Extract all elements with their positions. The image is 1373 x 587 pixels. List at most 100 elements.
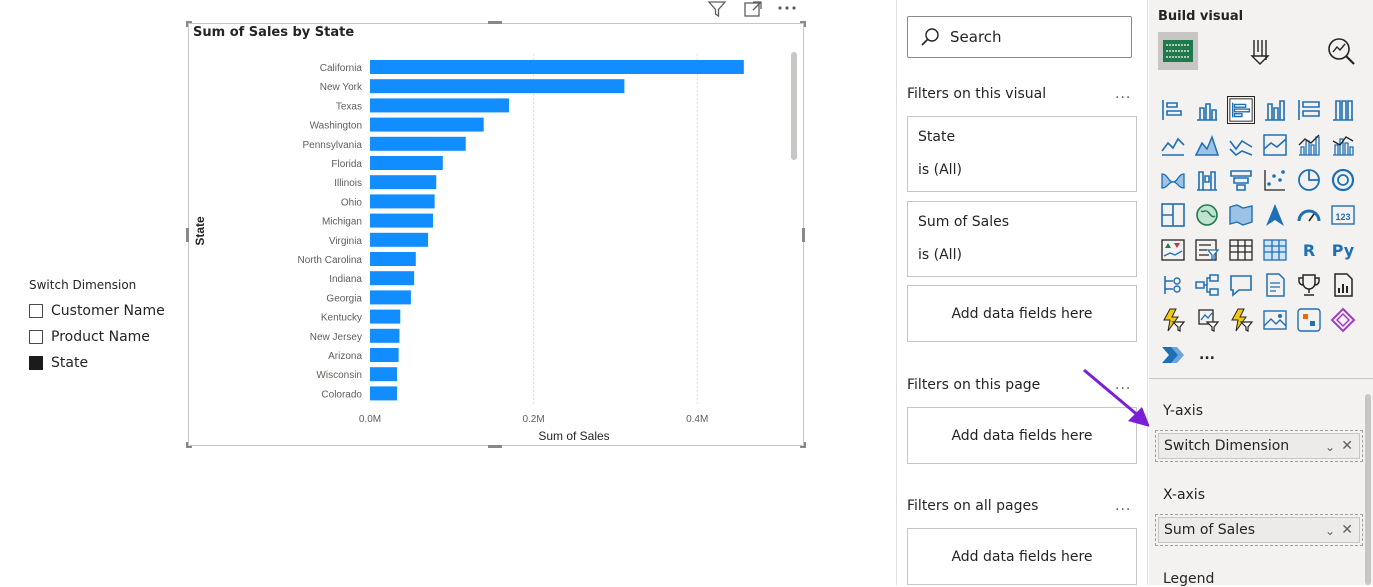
more-visuals-icon[interactable]: ... xyxy=(1199,347,1215,363)
flow-icon[interactable] xyxy=(1227,306,1255,334)
build-visual-tab[interactable] xyxy=(1158,32,1198,70)
filters-on-page-title: Filters on this page xyxy=(907,377,1041,393)
slicer-checkbox[interactable] xyxy=(29,304,43,318)
y-axis-field-pill[interactable]: Switch Dimension ⌄ ✕ xyxy=(1158,433,1360,459)
remove-field-icon[interactable]: ✕ xyxy=(1341,438,1353,454)
arrow-annotation xyxy=(1083,368,1150,427)
table-icon[interactable] xyxy=(1227,236,1255,264)
100-bar-chart-icon[interactable] xyxy=(1295,96,1323,124)
filter-card-sum-of-sales[interactable]: Sum of Sales is (All) xyxy=(907,201,1137,277)
add-data-fields-visual[interactable]: Add data fields here xyxy=(907,285,1137,342)
power-automate-icon[interactable] xyxy=(1159,306,1187,334)
power-apps-icon[interactable] xyxy=(1193,306,1221,334)
resize-handle[interactable] xyxy=(186,21,192,23)
paginated-report-icon[interactable] xyxy=(1329,271,1357,299)
add-data-fields-page[interactable]: Add data fields here xyxy=(907,407,1137,464)
filter-card-state[interactable]: State is (All) xyxy=(907,116,1137,192)
filter-name: State xyxy=(918,129,956,145)
card-icon[interactable]: 123 xyxy=(1329,201,1357,229)
qa-icon[interactable] xyxy=(1227,271,1255,299)
category-label: Texas xyxy=(336,101,362,112)
resize-handle[interactable] xyxy=(802,228,805,242)
analytics-tab[interactable] xyxy=(1322,32,1362,70)
key-influencers-icon[interactable] xyxy=(1159,271,1187,299)
gauge-icon[interactable] xyxy=(1295,201,1323,229)
filter-name: Sum of Sales xyxy=(918,214,1010,230)
y-axis-field-name: Switch Dimension xyxy=(1164,438,1290,454)
remove-field-icon[interactable]: ✕ xyxy=(1341,522,1353,538)
chevron-down-icon[interactable]: ⌄ xyxy=(1324,524,1335,538)
clustered-column-chart-icon[interactable] xyxy=(1261,96,1289,124)
slicer-checkbox[interactable] xyxy=(29,330,43,344)
build-visual-icon xyxy=(1163,40,1193,62)
chart-scrollbar[interactable] xyxy=(791,52,797,160)
image-icon[interactable] xyxy=(1261,306,1289,334)
decomposition-tree-icon[interactable] xyxy=(1193,271,1221,299)
100-area-chart-icon[interactable] xyxy=(1261,131,1289,159)
viz-pane-scrollbar[interactable] xyxy=(1365,394,1371,585)
matrix-icon[interactable] xyxy=(1261,236,1289,264)
area-chart-icon[interactable] xyxy=(1193,131,1221,159)
resize-handle[interactable] xyxy=(804,442,806,448)
line-chart-icon[interactable] xyxy=(1159,131,1187,159)
filled-map-icon[interactable] xyxy=(1227,201,1255,229)
bar-chart-visual[interactable]: California New York Texas Washington Pennsyl… xyxy=(188,23,804,446)
100-column-chart-icon[interactable] xyxy=(1329,96,1357,124)
slicer-item[interactable]: Product Name xyxy=(29,324,179,350)
goals-icon[interactable] xyxy=(1295,271,1323,299)
donut-chart-icon[interactable] xyxy=(1329,166,1357,194)
filter-icon[interactable] xyxy=(706,0,728,18)
resize-handle[interactable] xyxy=(186,442,188,448)
get-more-visuals-icon[interactable] xyxy=(1159,341,1187,369)
switch-dimension-slicer: Switch Dimension Customer Name Product Na… xyxy=(29,278,179,376)
scatter-chart-icon[interactable] xyxy=(1261,166,1289,194)
resize-handle[interactable] xyxy=(800,21,806,23)
waterfall-chart-icon[interactable] xyxy=(1193,166,1221,194)
line-clustered-column-icon[interactable] xyxy=(1329,131,1357,159)
add-data-fields-all-pages[interactable]: Add data fields here xyxy=(907,528,1137,585)
line-column-chart-icon[interactable] xyxy=(1295,131,1323,159)
more-options-icon[interactable] xyxy=(776,0,798,18)
python-visual-icon[interactable]: Py xyxy=(1331,240,1355,260)
slicer-icon[interactable] xyxy=(1193,236,1221,264)
resize-handle[interactable] xyxy=(488,445,502,448)
resize-handle[interactable] xyxy=(186,21,188,27)
resize-handle[interactable] xyxy=(186,446,192,448)
slicer-item[interactable]: Customer Name xyxy=(29,298,179,324)
resize-handle[interactable] xyxy=(488,21,502,24)
x-axis-label: X-axis xyxy=(1163,487,1205,503)
more-options-icon[interactable]: ... xyxy=(1115,498,1132,514)
x-axis-well[interactable]: Sum of Sales ⌄ ✕ xyxy=(1155,514,1363,546)
more-options-icon[interactable]: ... xyxy=(1115,377,1132,393)
analytics-magnifier-icon xyxy=(1328,38,1355,65)
chevron-down-icon[interactable]: ⌄ xyxy=(1324,440,1335,454)
y-axis-well[interactable]: Switch Dimension ⌄ ✕ xyxy=(1155,430,1363,462)
smart-narrative-icon[interactable] xyxy=(1261,271,1289,299)
pie-chart-icon[interactable] xyxy=(1295,166,1323,194)
focus-mode-icon[interactable] xyxy=(742,0,764,18)
azure-map-icon[interactable] xyxy=(1261,201,1289,229)
bar xyxy=(370,98,510,113)
resize-handle[interactable] xyxy=(800,446,806,448)
stacked-bar-chart-icon[interactable] xyxy=(1159,96,1187,124)
stacked-area-chart-icon[interactable] xyxy=(1227,131,1255,159)
ribbon-chart-icon[interactable] xyxy=(1159,166,1187,194)
more-options-icon[interactable]: ... xyxy=(1115,86,1132,102)
resize-handle[interactable] xyxy=(804,21,806,27)
resize-handle[interactable] xyxy=(186,228,189,242)
powerapps-diamond-icon[interactable] xyxy=(1329,306,1357,334)
kpi-icon[interactable] xyxy=(1159,236,1187,264)
map-icon[interactable] xyxy=(1193,201,1221,229)
format-visual-tab[interactable] xyxy=(1241,32,1281,70)
clustered-bar-chart-icon[interactable] xyxy=(1227,96,1255,124)
r-visual-icon[interactable]: R xyxy=(1302,240,1316,260)
funnel-chart-icon[interactable] xyxy=(1227,166,1255,194)
filters-search-input[interactable]: Search xyxy=(907,16,1132,58)
x-axis-field-pill[interactable]: Sum of Sales ⌄ ✕ xyxy=(1158,517,1360,543)
stacked-column-chart-icon[interactable] xyxy=(1193,96,1221,124)
category-label: New York xyxy=(320,82,363,93)
treemap-icon[interactable] xyxy=(1159,201,1187,229)
slicer-checkbox[interactable] xyxy=(29,356,43,370)
slicer-item[interactable]: State xyxy=(29,350,179,376)
custom-visual-icon[interactable] xyxy=(1295,306,1323,334)
